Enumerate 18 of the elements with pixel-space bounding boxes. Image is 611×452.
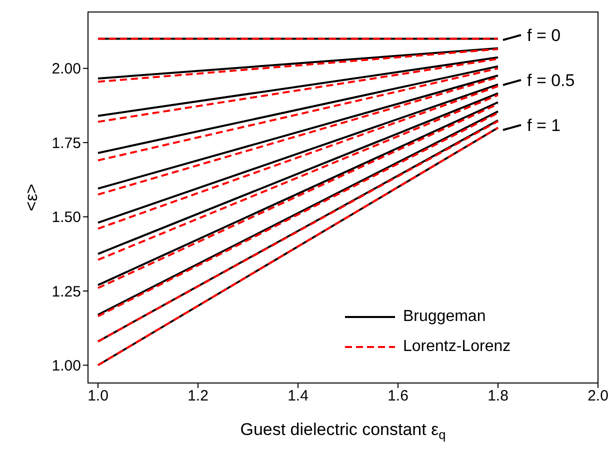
annotation: f = 0.5 <box>527 71 575 90</box>
y-tick-label: 1.00 <box>52 358 81 375</box>
x-tick-label: 1.4 <box>288 388 308 405</box>
legend-label: Bruggeman <box>403 308 486 326</box>
x-tick-label: 1.2 <box>188 388 208 405</box>
y-tick-label: 1.75 <box>52 134 81 152</box>
x-axis-title: Guest dielectric constant ε$_{q}$ <box>240 420 446 442</box>
y-axis-title: <ε> <box>22 184 41 212</box>
y-tick-label: 2.00 <box>52 60 81 78</box>
x-tick-label: 1.6 <box>388 388 408 405</box>
y-tick-label: 1.50 <box>52 209 81 226</box>
y-tick-label: 1.25 <box>52 283 81 300</box>
legend-label: Lorentz-Lorenz <box>403 338 511 356</box>
annotation: f = 0 <box>527 26 561 45</box>
x-tick-label: 1.8 <box>488 388 508 405</box>
x-tick-label: 2.0 <box>588 388 608 405</box>
x-tick-label: 1.0 <box>88 388 108 405</box>
annotation: f = 1 <box>527 116 561 135</box>
